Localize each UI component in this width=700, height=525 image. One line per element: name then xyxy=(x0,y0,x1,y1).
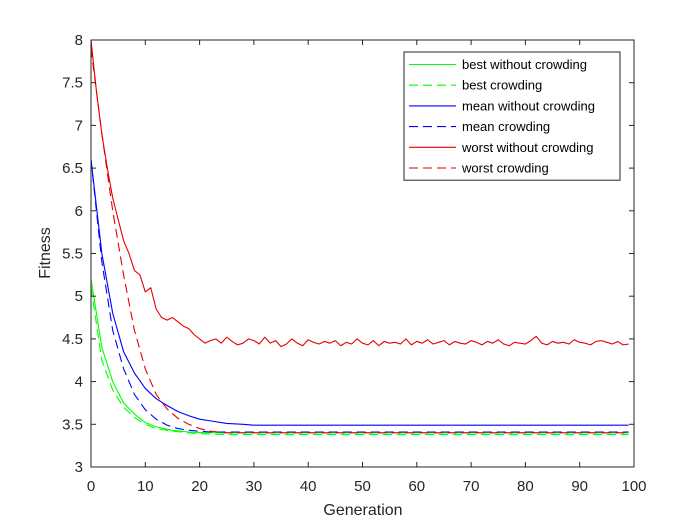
x-tick-label: 40 xyxy=(300,478,317,495)
x-axis-label: Generation xyxy=(323,502,402,519)
x-tick-label: 50 xyxy=(354,478,371,495)
legend-label-1: best crowding xyxy=(462,78,542,93)
series-line-5 xyxy=(90,48,629,434)
y-tick-label: 8 xyxy=(75,32,83,49)
axes-layer: 0 10 20 30 40 50 60 70 80 90 100 3 3.5 4 4.5 5 5.5 6 6.5 7 7… xyxy=(62,32,646,495)
x-tick-label: 60 xyxy=(408,478,425,495)
x-tick-label: 0 xyxy=(87,478,95,495)
legend-label-0: best without crowding xyxy=(462,57,587,72)
y-tick-label: 6.5 xyxy=(62,160,83,177)
y-tick-label: 7 xyxy=(75,117,83,134)
y-tick-label: 3.5 xyxy=(62,416,83,433)
x-tick-label: 100 xyxy=(621,478,646,495)
x-tick-label: 70 xyxy=(463,478,480,495)
x-tick-label: 90 xyxy=(571,478,588,495)
y-tick-label: 4 xyxy=(75,374,83,391)
series-line-4 xyxy=(90,39,629,348)
x-tick-label: 10 xyxy=(137,478,154,495)
y-tick-label: 6 xyxy=(75,203,83,220)
y-tick-label: 4.5 xyxy=(62,331,83,348)
legend-label-3: mean crowding xyxy=(462,119,550,134)
legend-label-2: mean without crowding xyxy=(462,98,595,113)
series-layer xyxy=(90,39,629,436)
legend: best without crowding best crowding mean w… xyxy=(403,51,621,181)
x-tick-label: 20 xyxy=(191,478,208,495)
legend-box xyxy=(403,51,621,181)
y-tick-label: 3 xyxy=(75,459,83,476)
series-line-2 xyxy=(90,159,629,426)
legend-label-4: worst without crowding xyxy=(461,140,594,155)
series-line-1 xyxy=(90,287,629,436)
legend-label-5: worst crowding xyxy=(461,161,549,176)
x-tick-label: 30 xyxy=(246,478,263,495)
y-axis-label: Fitness xyxy=(37,227,54,279)
x-tick-label: 80 xyxy=(517,478,534,495)
y-tick-label: 7.5 xyxy=(62,75,83,92)
series-line-0 xyxy=(90,279,629,434)
y-tick-label: 5.5 xyxy=(62,246,83,263)
y-tick-label: 5 xyxy=(75,288,83,305)
